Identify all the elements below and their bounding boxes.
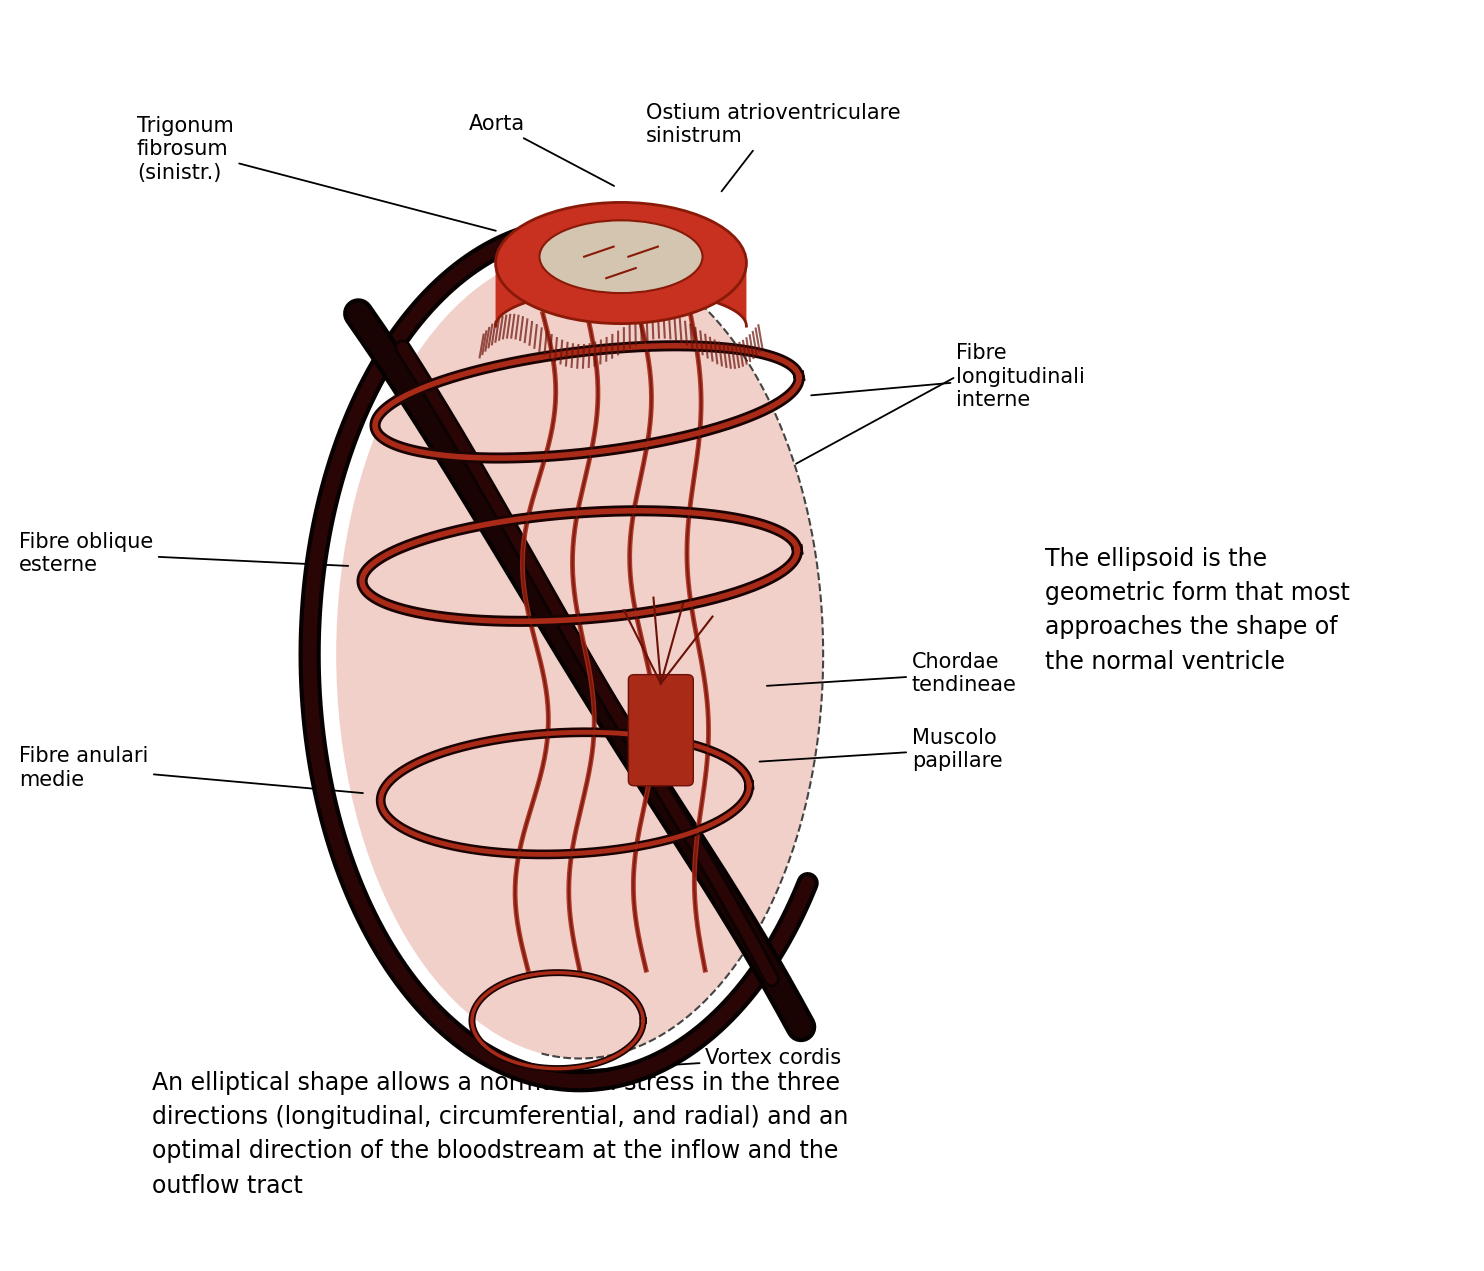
Text: Aorta: Aorta (469, 114, 614, 186)
Text: Fibre
longitudinali
interne: Fibre longitudinali interne (812, 343, 1085, 409)
Text: An elliptical shape allows a normal wall stress in the three
directions (longitu: An elliptical shape allows a normal wall… (151, 1070, 849, 1199)
Text: Chordae
tendineae: Chordae tendineae (767, 652, 1017, 695)
Text: Trigonum
fibrosum
(sinistr.): Trigonum fibrosum (sinistr.) (137, 116, 496, 231)
Polygon shape (496, 202, 746, 327)
Ellipse shape (540, 220, 702, 294)
Text: Muscolo
papillare: Muscolo papillare (760, 727, 1002, 770)
Text: The ellipsoid is the
geometric form that most
approaches the shape of
the normal: The ellipsoid is the geometric form that… (1045, 547, 1349, 674)
Text: Fibre anulari
medie: Fibre anulari medie (19, 746, 364, 793)
Text: Vortex cordis: Vortex cordis (576, 1049, 841, 1071)
Ellipse shape (337, 250, 824, 1059)
Ellipse shape (496, 202, 746, 324)
Ellipse shape (361, 465, 798, 667)
FancyBboxPatch shape (628, 675, 693, 785)
Text: Ostium atrioventriculare
sinistrum: Ostium atrioventriculare sinistrum (646, 103, 901, 192)
Text: Fibre oblique
esterne: Fibre oblique esterne (19, 531, 349, 574)
